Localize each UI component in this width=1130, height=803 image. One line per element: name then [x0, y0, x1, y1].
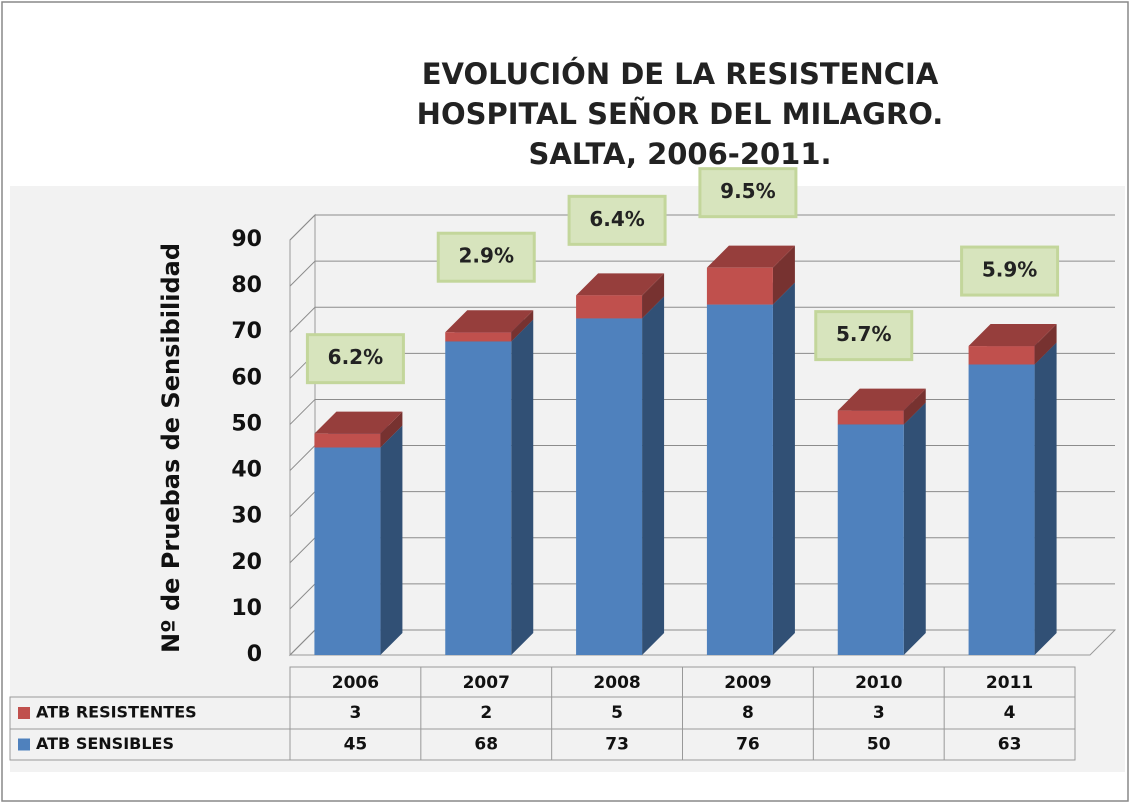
y-tick-label: 20 — [231, 550, 262, 575]
table-value: 50 — [867, 735, 891, 755]
annotation-box — [814, 310, 914, 362]
table-value: 45 — [344, 735, 368, 755]
y-tick-label: 90 — [231, 227, 262, 252]
bar-top — [837, 388, 926, 411]
annotation-box — [960, 245, 1060, 297]
bar — [837, 424, 904, 655]
table-value: 8 — [742, 703, 754, 723]
bar-side — [380, 411, 403, 448]
bar-top — [706, 245, 795, 268]
y-tick-label: 40 — [231, 458, 262, 483]
grid-line — [289, 398, 1115, 425]
x-tick-label: 2011 — [986, 673, 1033, 693]
y-tick-label: 30 — [231, 504, 262, 529]
bar-side — [772, 282, 795, 655]
table-value: 2 — [480, 703, 492, 723]
bar — [968, 346, 1035, 365]
x-tick-label: 2010 — [855, 673, 902, 693]
table-value: 3 — [873, 703, 885, 723]
bar — [576, 318, 643, 655]
bar-top — [445, 310, 534, 333]
annotation: 6.4% — [589, 207, 644, 231]
annotation: 5.9% — [982, 258, 1037, 282]
bar-top — [968, 324, 1057, 347]
bar — [706, 267, 773, 305]
legend-swatch — [18, 707, 30, 719]
bar — [314, 447, 381, 655]
chart-title: EVOLUCIÓN DE LA RESISTENCIA — [422, 57, 939, 91]
y-tick-label: 60 — [231, 365, 262, 390]
x-tick-label: 2008 — [593, 673, 640, 693]
bar-side — [1034, 342, 1057, 655]
bar-side — [642, 296, 665, 655]
annotation-box — [305, 333, 405, 385]
y-tick-label: 10 — [231, 596, 262, 621]
table-value: 68 — [474, 735, 498, 755]
table-value: 73 — [605, 735, 629, 755]
bar — [314, 433, 381, 448]
grid-line — [289, 260, 1115, 287]
table-value: 76 — [736, 735, 760, 755]
y-tick-label: 50 — [231, 411, 262, 436]
annotation: 6.2% — [328, 345, 383, 369]
table-value: 63 — [998, 735, 1022, 755]
x-tick-label: 2006 — [332, 673, 379, 693]
bar — [576, 295, 643, 319]
bar-side — [511, 319, 534, 655]
table-value: 5 — [611, 703, 623, 723]
legend-label: ATB SENSIBLES — [36, 734, 174, 753]
bar — [445, 332, 512, 342]
annotation: 2.9% — [459, 244, 514, 268]
bar-side — [903, 388, 926, 425]
x-tick-label: 2009 — [724, 673, 771, 693]
table-value: 3 — [349, 703, 361, 723]
legend-swatch — [18, 738, 30, 751]
annotation-box — [567, 194, 667, 246]
legend-label: ATB RESISTENTES — [36, 703, 197, 722]
annotation-box — [698, 167, 798, 219]
y-tick-label: 0 — [247, 642, 262, 667]
y-tick-label: 70 — [231, 319, 262, 344]
bar-top — [576, 273, 665, 296]
annotation: 5.7% — [836, 322, 891, 346]
bar-top — [314, 411, 403, 434]
bar — [837, 410, 904, 425]
annotation: 9.5% — [720, 179, 775, 203]
bar-side — [642, 273, 665, 319]
y-axis-label: Nº de Pruebas de Sensibilidad — [157, 243, 185, 653]
bar-side — [772, 245, 795, 305]
bar-side — [1034, 324, 1057, 365]
chart-title: HOSPITAL SEÑOR DEL MILAGRO. — [417, 97, 944, 131]
bar — [968, 364, 1035, 655]
bar-side — [511, 310, 534, 342]
grid-line — [289, 214, 1115, 241]
chart-title: SALTA, 2006-2011. — [528, 137, 831, 171]
bar — [445, 341, 512, 655]
bar — [706, 304, 773, 655]
annotation-box — [436, 231, 536, 283]
plot-background — [10, 186, 1125, 772]
table-value: 4 — [1004, 703, 1016, 723]
bar-side — [903, 402, 926, 655]
x-tick-label: 2007 — [463, 673, 510, 693]
y-tick-label: 80 — [231, 273, 262, 298]
bar-side — [380, 425, 403, 655]
grid-line — [289, 306, 1115, 333]
